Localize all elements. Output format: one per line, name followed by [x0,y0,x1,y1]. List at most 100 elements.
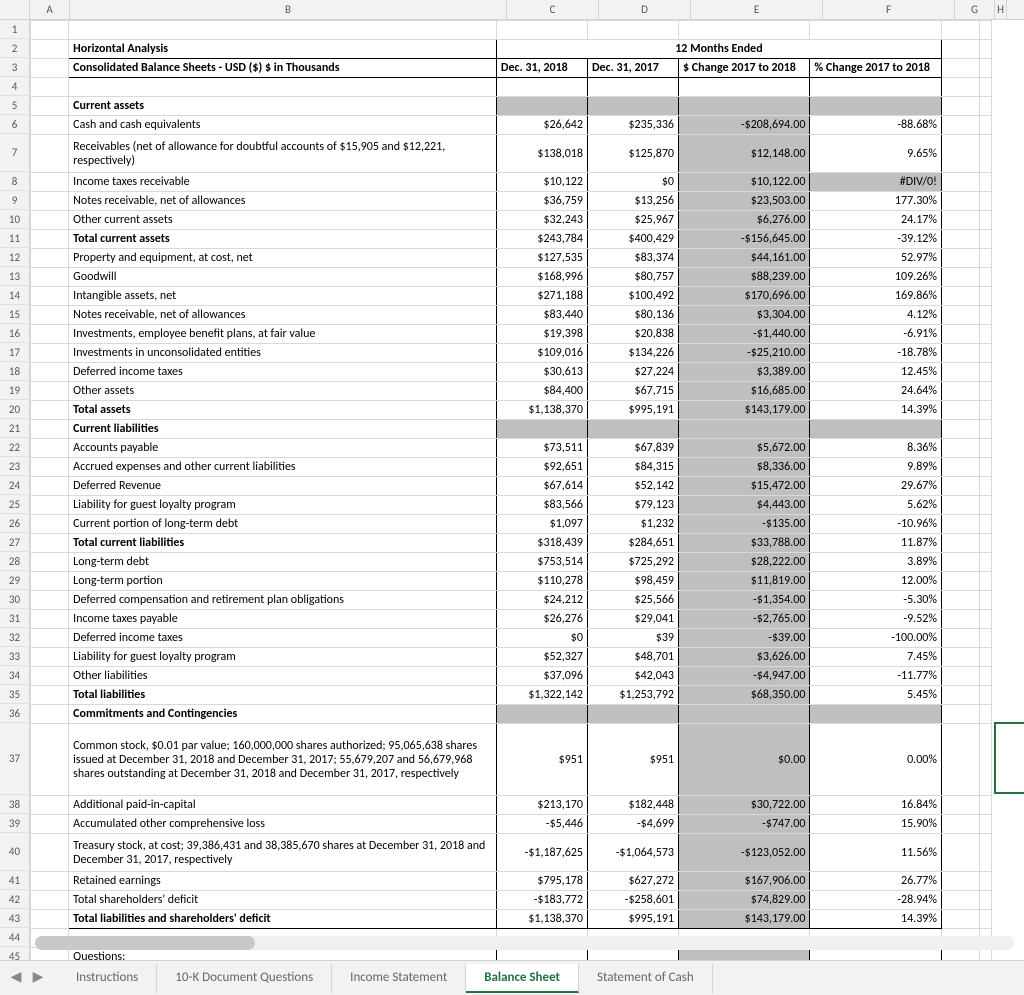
cell[interactable] [941,891,979,910]
val-f[interactable]: 7.45% [810,648,942,667]
val-d[interactable]: -$4,699 [587,815,678,834]
val-f[interactable]: 8.36% [810,439,942,458]
cell[interactable] [941,496,979,515]
val-f[interactable]: 12.45% [810,363,942,382]
val-d[interactable]: $100,492 [587,287,678,306]
row-header-34[interactable]: 34 [0,666,30,685]
cell[interactable] [31,572,69,591]
val-e[interactable]: $6,276.00 [679,211,810,230]
cell[interactable] [941,910,979,929]
row-header-40[interactable]: 40 [0,833,30,871]
val-c[interactable]: $83,566 [496,496,587,515]
cell[interactable] [941,230,979,249]
cell[interactable] [941,116,979,135]
row-header-16[interactable]: 16 [0,324,30,343]
cell[interactable] [980,553,992,572]
val-f[interactable]: -100.00% [810,629,942,648]
cell[interactable] [941,382,979,401]
row-header-28[interactable]: 28 [0,552,30,571]
cell[interactable] [941,572,979,591]
cell[interactable] [941,534,979,553]
cell[interactable] [980,477,992,496]
cell[interactable] [941,59,979,78]
val-e[interactable]: $15,472.00 [679,477,810,496]
val-f[interactable]: 14.39% [810,401,942,420]
row-header-38[interactable]: 38 [0,795,30,814]
val-e[interactable]: $88,239.00 [679,268,810,287]
line-label[interactable]: Investments, employee benefit plans, at … [69,325,497,344]
line-label[interactable]: Investments in unconsolidated entities [69,344,497,363]
val-e[interactable]: $5,672.00 [679,439,810,458]
cell[interactable] [31,591,69,610]
sec-c[interactable] [496,705,587,724]
cell[interactable] [31,116,69,135]
cell[interactable] [980,192,992,211]
cell[interactable] [587,78,678,97]
cell[interactable] [31,534,69,553]
line-label[interactable]: Notes receivable, net of allowances [69,192,497,211]
val-e[interactable]: $11,819.00 [679,572,810,591]
val-e[interactable]: $10,122.00 [679,173,810,192]
cell[interactable] [31,515,69,534]
cell[interactable] [941,815,979,834]
cell[interactable] [980,230,992,249]
cell[interactable] [980,458,992,477]
val-c[interactable]: $92,651 [496,458,587,477]
cell[interactable] [980,97,992,116]
row-header-19[interactable]: 19 [0,381,30,400]
val-f[interactable]: 24.64% [810,382,942,401]
col-header-B[interactable]: B [70,0,507,19]
cell[interactable] [980,287,992,306]
val-e[interactable]: $143,179.00 [679,401,810,420]
cell[interactable] [941,173,979,192]
val-f[interactable]: 16.84% [810,796,942,815]
val-d[interactable]: $83,374 [587,249,678,268]
row-header-33[interactable]: 33 [0,647,30,666]
cell[interactable] [31,363,69,382]
row-header-32[interactable]: 32 [0,628,30,647]
sheet-tab[interactable]: 10-K Document Questions [157,964,332,993]
val-c[interactable]: $19,398 [496,325,587,344]
val-c[interactable]: $138,018 [496,135,587,173]
row-header-2[interactable]: 2 [0,39,30,58]
cell[interactable] [980,325,992,344]
cell[interactable] [941,591,979,610]
line-label[interactable]: Retained earnings [69,872,497,891]
val-e[interactable]: $4,443.00 [679,496,810,515]
sheet-subtitle[interactable]: Consolidated Balance Sheets - USD ($) $ … [69,59,497,78]
line-label[interactable]: Total liabilities and shareholders' defi… [69,910,497,929]
cell[interactable] [941,135,979,173]
val-d[interactable]: $725,292 [587,553,678,572]
val-e[interactable]: $3,304.00 [679,306,810,325]
val-e[interactable]: -$208,694.00 [679,116,810,135]
line-label[interactable]: Total shareholders' deficit [69,891,497,910]
cell[interactable] [31,553,69,572]
title-cell[interactable]: Horizontal Analysis [69,40,497,59]
val-c[interactable]: $318,439 [496,534,587,553]
sec-c[interactable] [496,420,587,439]
val-f[interactable]: 109.26% [810,268,942,287]
cell[interactable] [980,420,992,439]
val-c[interactable]: $213,170 [496,796,587,815]
val-e[interactable]: $3,626.00 [679,648,810,667]
row-header-10[interactable]: 10 [0,210,30,229]
cell[interactable] [980,534,992,553]
cell[interactable] [980,705,992,724]
val-c[interactable]: $243,784 [496,230,587,249]
val-d[interactable]: $52,142 [587,477,678,496]
row-header-35[interactable]: 35 [0,685,30,704]
cell[interactable] [941,344,979,363]
line-label[interactable]: Accumulated other comprehensive loss [69,815,497,834]
val-f[interactable]: 15.90% [810,815,942,834]
cell[interactable] [980,724,992,796]
val-f[interactable]: -18.78% [810,344,942,363]
row-header-27[interactable]: 27 [0,533,30,552]
cell[interactable] [679,78,810,97]
val-c[interactable]: $1,322,142 [496,686,587,705]
val-c[interactable]: $795,178 [496,872,587,891]
cell[interactable] [941,78,979,97]
val-d[interactable]: $80,136 [587,306,678,325]
hdr-d[interactable]: Dec. 31, 2017 [587,59,678,78]
sec-e[interactable] [679,97,810,116]
row-header-8[interactable]: 8 [0,172,30,191]
